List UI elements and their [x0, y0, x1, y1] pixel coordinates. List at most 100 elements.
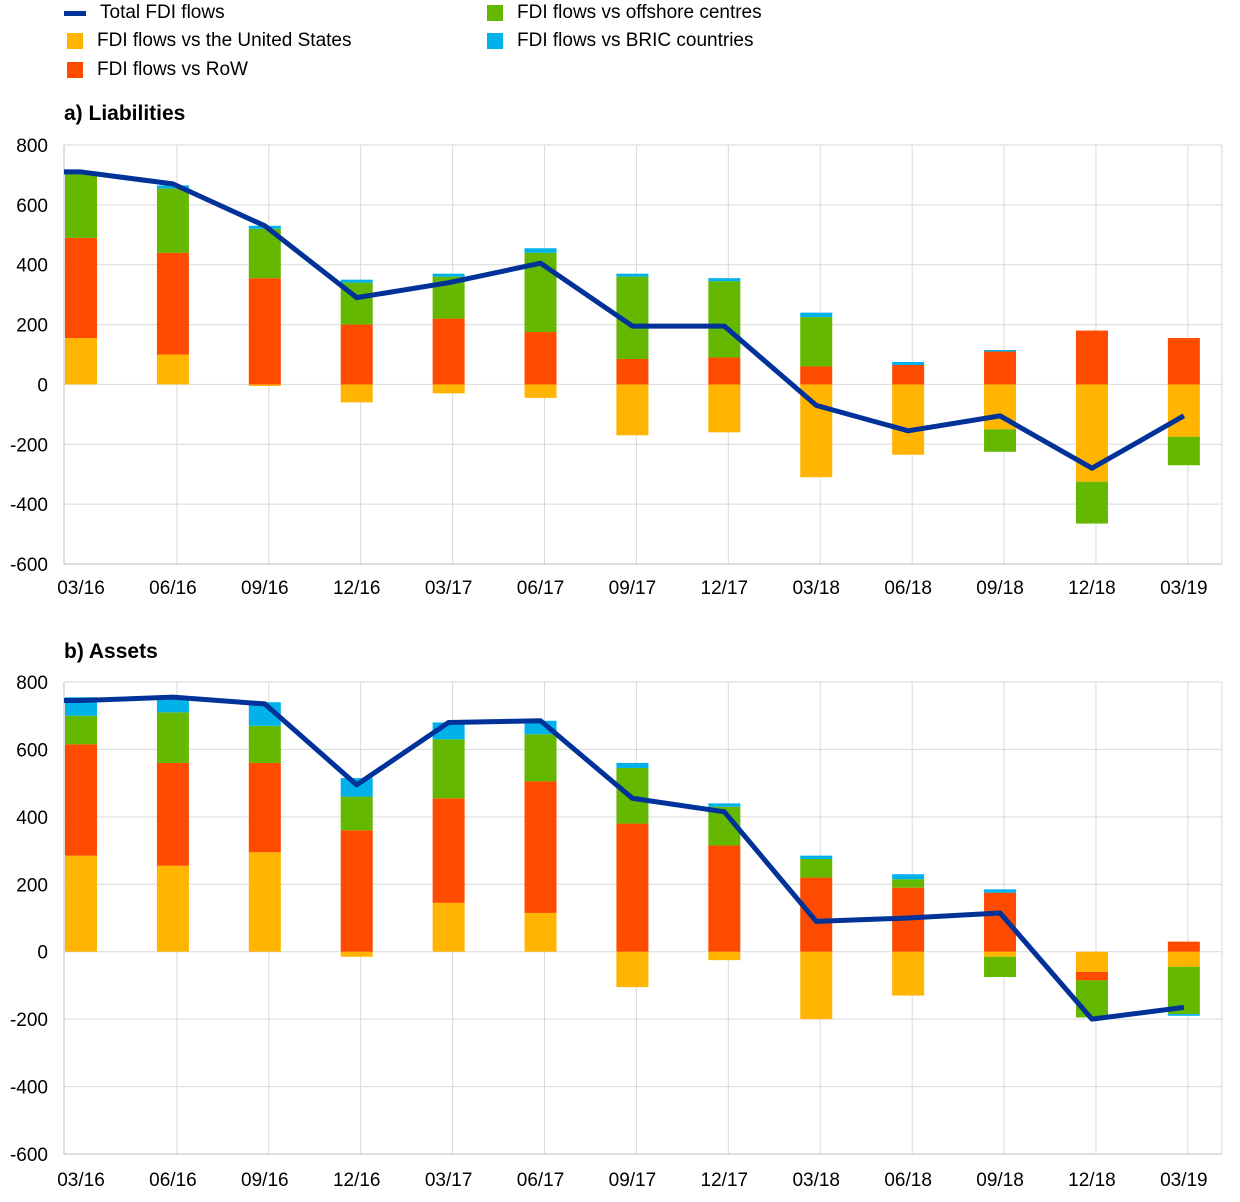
y-tick-label: 200: [16, 316, 48, 337]
legend-label-us: FDI flows vs the United States: [97, 30, 352, 51]
x-tick-label: 03/17: [425, 1170, 473, 1191]
liabilities-chart: -600 -400 -200 0 200 400 600 800 03/16 06/16 09/16…: [10, 136, 1223, 599]
bar-row: [1075, 971, 1108, 981]
bar-bric: [432, 273, 465, 277]
x-tick-label: 06/16: [149, 578, 197, 599]
bar-row: [708, 845, 741, 952]
legend-swatch-offshore: [487, 5, 503, 21]
y-tick-label: 400: [16, 256, 48, 277]
bar-row: [1075, 330, 1108, 385]
bar-offshore: [708, 281, 741, 358]
y-tick-label: -400: [10, 1078, 48, 1099]
bar-row: [156, 252, 189, 355]
legend: Total FDI flows FDI flows vs the United …: [0, 0, 1240, 92]
bar-bric: [340, 279, 373, 283]
bar-row: [1167, 941, 1200, 952]
bar-bric: [524, 248, 557, 253]
bar-row: [800, 366, 833, 385]
bar-bric: [340, 778, 373, 797]
legend-swatch-us: [67, 33, 83, 49]
y-tick-label: 600: [16, 196, 48, 217]
y-tick-label: 600: [16, 740, 48, 761]
bar-offshore: [248, 725, 281, 763]
x-tick-label: 12/16: [333, 578, 381, 599]
bar-bric: [984, 889, 1017, 893]
bar-row: [340, 830, 373, 952]
bar-us: [616, 951, 649, 988]
bar-row: [524, 332, 557, 385]
legend-item-us: FDI flows vs the United States: [67, 28, 352, 54]
bar-bric: [156, 185, 189, 189]
legend-swatch-row: [67, 62, 83, 78]
legend-label-row: FDI flows vs RoW: [97, 59, 248, 80]
bar-us: [1167, 384, 1200, 437]
legend-label-bric: FDI flows vs BRIC countries: [517, 30, 754, 51]
bar-us: [616, 384, 649, 436]
bar-us: [156, 354, 189, 385]
bar-offshore: [65, 715, 97, 745]
bar-bric: [984, 350, 1017, 352]
bar-row: [65, 744, 97, 856]
bar-bric: [708, 803, 741, 807]
bar-bric: [892, 874, 925, 880]
x-tick-label: 09/18: [976, 1170, 1024, 1191]
bar-row: [65, 237, 97, 339]
bar-offshore: [984, 956, 1017, 977]
bar-row: [1167, 338, 1200, 385]
x-tick-label: 03/16: [57, 1170, 105, 1191]
x-tick-label: 06/17: [517, 578, 565, 599]
bar-bric: [800, 312, 833, 318]
bar-offshore: [156, 712, 189, 763]
bar-row: [248, 278, 281, 385]
bar-offshore: [1075, 980, 1108, 1018]
y-tick-label: 800: [16, 136, 48, 157]
y-tick-label: -200: [10, 1010, 48, 1031]
x-tick-label: 09/18: [976, 578, 1024, 599]
x-tick-label: 06/16: [149, 1170, 197, 1191]
x-tick-label: 12/16: [333, 1170, 381, 1191]
x-tick-label: 03/19: [1160, 1170, 1208, 1191]
bar-bric: [1167, 1014, 1200, 1016]
bar-bric: [616, 762, 649, 768]
bar-row: [432, 798, 465, 903]
x-tick-label: 06/17: [517, 1170, 565, 1191]
y-tick-label: -600: [10, 1145, 48, 1166]
y-tick-label: 800: [16, 673, 48, 694]
x-tick-label: 03/18: [792, 578, 840, 599]
bar-us: [432, 384, 465, 394]
x-tick-label: 03/19: [1160, 578, 1208, 599]
bar-us: [340, 384, 373, 403]
y-tick-label: -200: [10, 435, 48, 456]
bar-row: [984, 351, 1017, 385]
x-tick-label: 09/17: [609, 1170, 657, 1191]
bar-offshore: [892, 879, 925, 888]
bar-row: [892, 364, 925, 385]
legend-item-row: FDI flows vs RoW: [67, 57, 248, 83]
bar-us: [800, 951, 833, 1020]
bar-us: [524, 912, 557, 952]
legend-label-offshore: FDI flows vs offshore centres: [517, 2, 762, 23]
bar-us: [65, 338, 97, 385]
bar-offshore: [800, 859, 833, 878]
bar-offshore: [65, 173, 97, 238]
x-tick-label: 06/18: [884, 578, 932, 599]
x-tick-label: 03/18: [792, 1170, 840, 1191]
bar-row: [432, 318, 465, 385]
bar-bric: [708, 278, 741, 282]
x-tick-label: 12/17: [701, 1170, 749, 1191]
bar-bric: [156, 698, 189, 713]
legend-item-bric: FDI flows vs BRIC countries: [487, 28, 754, 54]
bar-offshore: [1075, 481, 1108, 524]
bar-offshore: [340, 796, 373, 831]
bar-row: [708, 357, 741, 385]
legend-swatch-total: [64, 10, 86, 16]
x-tick-label: 03/16: [57, 578, 105, 599]
bar-us: [1075, 951, 1108, 972]
bar-bric: [524, 720, 557, 735]
bar-row: [524, 781, 557, 913]
line-total-fdi: [64, 694, 1185, 1022]
panel-title-liabilities: a) Liabilities: [64, 102, 186, 125]
bar-us: [248, 384, 281, 386]
bar-us: [708, 951, 741, 961]
